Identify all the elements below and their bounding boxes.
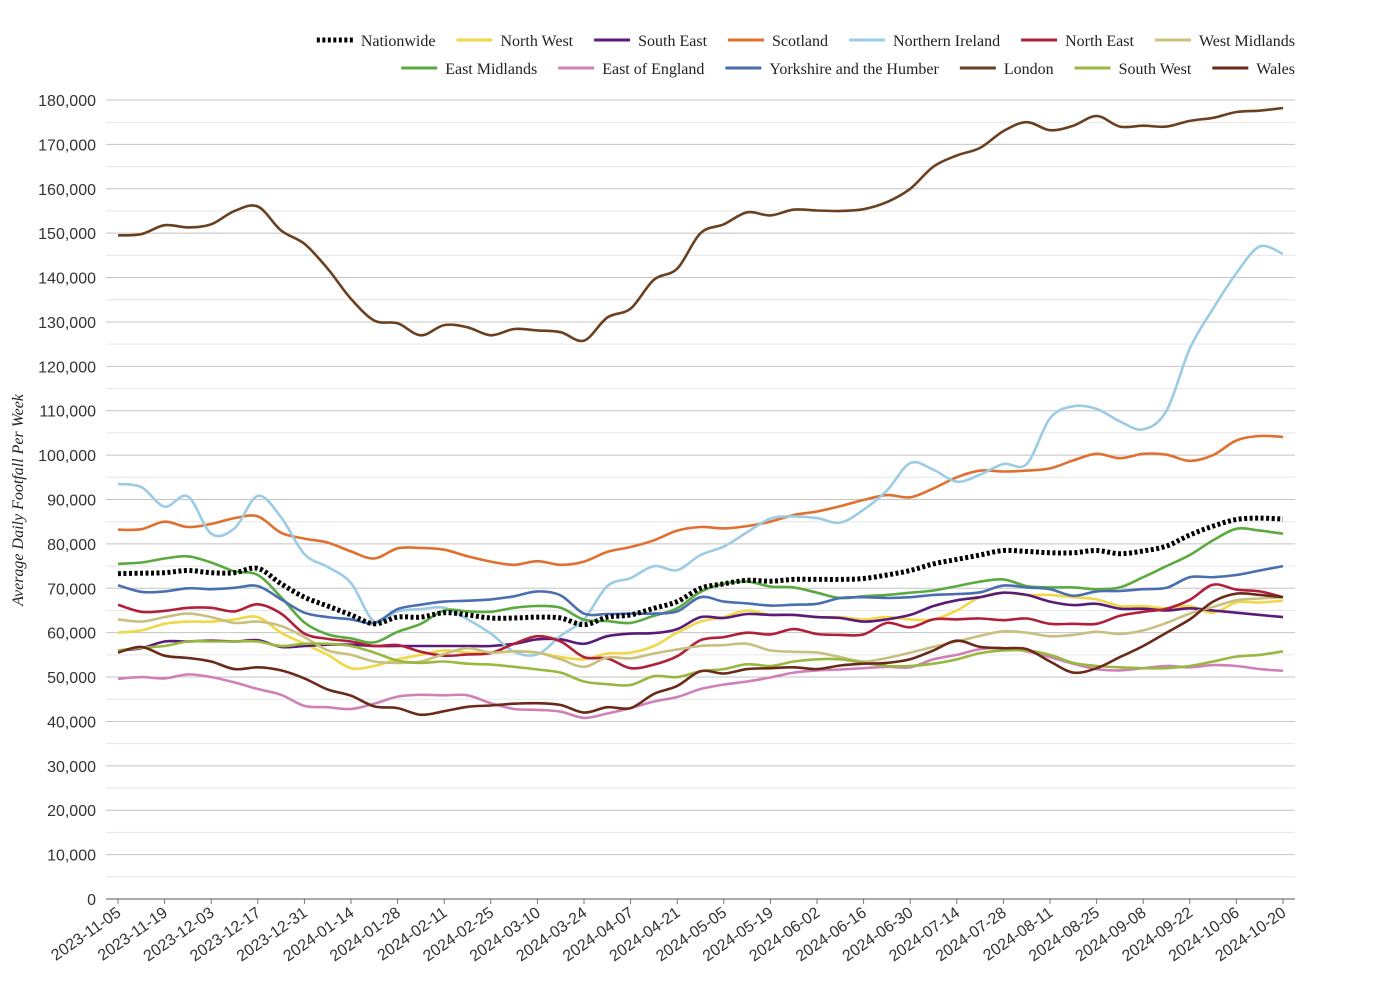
y-tick-label: 40,000 <box>47 714 96 731</box>
y-tick-label: 140,000 <box>38 271 96 288</box>
series-line-nationwide <box>117 515 1284 628</box>
series-line-north-east <box>117 583 1284 670</box>
legend-label-northern-ireland: Northern Ireland <box>893 33 1000 50</box>
y-tick-label: 30,000 <box>47 759 96 776</box>
legend-label-nationwide: Nationwide <box>361 33 436 50</box>
series-line-london <box>117 106 1284 343</box>
legend-label-north-west: North West <box>500 33 573 50</box>
y-tick-label: 160,000 <box>38 182 96 199</box>
legend-label-scotland: Scotland <box>772 33 828 50</box>
y-axis-label: Average Daily Footfall Per Week <box>10 393 27 607</box>
legend-label-north-east: North East <box>1065 33 1134 50</box>
y-tick-label: 180,000 <box>38 93 96 110</box>
y-tick-label: 70,000 <box>47 581 96 598</box>
x-axis-ticks: 2023-11-052023-11-192023-12-032023-12-17… <box>48 899 1289 965</box>
series-lines <box>117 106 1284 720</box>
legend-label-south-west: South West <box>1119 61 1192 78</box>
y-tick-label: 150,000 <box>38 226 96 243</box>
legend-label-wales: Wales <box>1256 61 1295 78</box>
y-tick-label: 10,000 <box>47 848 96 865</box>
y-tick-label: 110,000 <box>39 404 96 421</box>
legend-label-yorkshire-and-the-humber: Yorkshire and the Humber <box>769 61 939 78</box>
series-line-north-west <box>117 591 1284 671</box>
series-line-east-of-england <box>117 646 1284 720</box>
y-tick-label: 50,000 <box>47 670 96 687</box>
series-line-yorkshire-and-the-humber <box>117 564 1284 625</box>
y-tick-label: 100,000 <box>38 448 96 465</box>
y-tick-label: 60,000 <box>47 626 96 643</box>
y-tick-label: 120,000 <box>38 359 96 376</box>
legend-label-london: London <box>1004 61 1054 78</box>
y-tick-label: 90,000 <box>47 493 96 510</box>
series-line-wales <box>117 591 1284 717</box>
y-tick-label: 80,000 <box>47 537 96 554</box>
series-line-south-east <box>117 591 1284 652</box>
legend-label-south-east: South East <box>638 33 707 50</box>
y-tick-label: 170,000 <box>38 137 96 154</box>
legend-label-west-midlands: West Midlands <box>1199 33 1295 50</box>
legend: Nationwide North West South East Scotland No… <box>316 33 1295 78</box>
grid-lines <box>106 99 1295 878</box>
y-axis-ticks: 0 10,000 20,000 30,000 40,000 50,000 60,000 70,… <box>38 93 96 909</box>
series-line-scotland <box>117 434 1284 567</box>
y-tick-label: 0 <box>87 892 96 909</box>
y-tick-label: 20,000 <box>47 803 96 820</box>
y-tick-label: 130,000 <box>38 315 96 332</box>
series-line-west-midlands <box>117 595 1284 669</box>
legend-label-east-midlands: East Midlands <box>445 61 537 78</box>
series-line-northern-ireland <box>117 244 1284 657</box>
legend-label-east-of-england: East of England <box>602 61 704 78</box>
series-line-east-midlands <box>117 526 1284 644</box>
